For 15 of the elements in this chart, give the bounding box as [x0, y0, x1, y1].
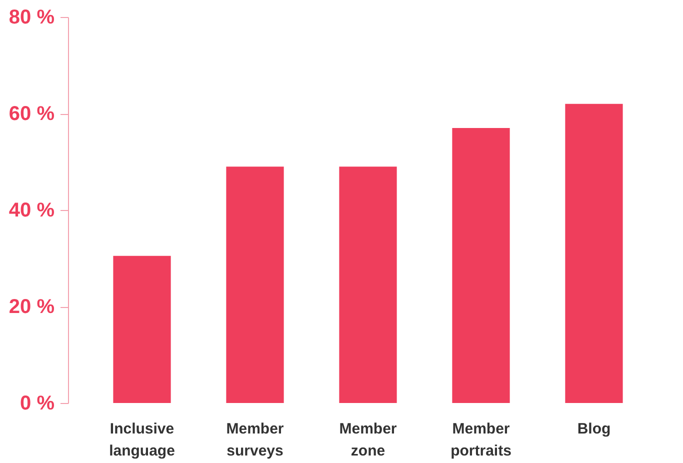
- y-tick-label: 0 %: [20, 392, 55, 414]
- bar: [452, 128, 510, 403]
- y-tick-label: 20 %: [8, 296, 55, 318]
- y-tick-label: 40 %: [8, 200, 55, 222]
- y-tick-label: 60 %: [8, 103, 55, 125]
- x-tick-label: Blog: [577, 420, 611, 438]
- y-tick-label: 80 %: [8, 6, 55, 28]
- x-tick-label: Inclusive language: [109, 420, 175, 460]
- bar: [113, 256, 171, 403]
- bar: [565, 104, 623, 403]
- bar: [339, 166, 397, 403]
- x-tick-label: Member zone: [339, 420, 397, 460]
- bar: [226, 166, 284, 403]
- x-tick-label: Member surveys: [226, 420, 284, 460]
- x-tick-label: Member portraits: [450, 420, 512, 460]
